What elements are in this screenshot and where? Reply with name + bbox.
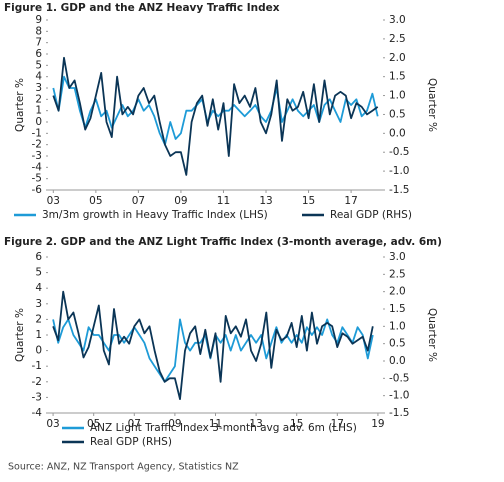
y2-tick-label: -1.5 [389,407,410,419]
y-tick-label: -5 [32,173,42,185]
y2-tick-label: 1.5 [389,71,406,83]
legend-label: 3m/3m growth in Heavy Traffic Index (LHS… [42,209,268,221]
x-tick-label: 03 [46,418,59,430]
y2-axis-label: Quarter % [426,78,438,132]
y2-tick-label: 1.0 [389,90,406,102]
y-tick-label: 4 [35,282,42,294]
y-tick-label: -6 [32,184,43,196]
y-tick-label: 7 [35,37,42,49]
y2-tick-label: 0.0 [389,355,406,367]
x-tick-label: 11 [217,195,230,207]
y-tick-label: -3 [32,391,42,403]
y2-tick-label: 2.5 [389,268,406,280]
y-tick-label: -3 [32,150,42,162]
source: Source: ANZ, NZ Transport Agency, Statis… [8,462,239,473]
y-tick-label: 6 [35,251,42,263]
y-tick-label: 6 [35,48,42,60]
x-tick-label: 07 [132,195,145,207]
y2-tick-label: 3.0 [389,14,406,26]
x-tick-label: 09 [168,418,181,430]
y2-tick-label: 3.0 [389,251,406,263]
legend-label: Real GDP (RHS) [330,209,412,221]
y2-tick-label: -1.0 [389,390,410,402]
y2-tick-label: 1.5 [389,303,406,315]
y2-tick-label: 1.0 [389,320,406,332]
y-tick-label: -4 [32,161,43,173]
y2-tick-label: 0.0 [389,127,406,139]
y-tick-label: 3 [35,82,42,94]
chart-title: Figure 1. GDP and the ANZ Heavy Traffic … [4,2,280,14]
x-tick-label: 07 [128,418,141,430]
chart-title: Figure 2. GDP and the ANZ Light Traffic … [4,236,442,248]
y2-tick-label: -1.0 [389,165,410,177]
y2-tick-label: -1.5 [389,184,410,196]
x-tick-label: 05 [89,195,102,207]
y-tick-label: 9 [35,14,42,26]
y2-tick-label: 0.5 [389,108,406,120]
x-tick-label: 17 [331,418,344,430]
x-tick-label: 17 [344,195,357,207]
x-tick-label: 13 [259,195,272,207]
x-tick-label: 03 [47,195,60,207]
y-axis-label: Quarter % [14,78,26,132]
y-tick-label: 2 [35,93,42,105]
y-tick-label: -4 [32,407,43,419]
x-tick-label: 15 [290,418,303,430]
x-tick-label: 11 [209,418,222,430]
y-tick-label: 5 [35,267,42,279]
series-line [52,290,374,400]
y-tick-label: 1 [35,105,42,117]
y-axis-label: Quarter % [14,308,26,362]
x-tick-label: 05 [87,418,100,430]
y-tick-label: -2 [32,376,42,388]
y-tick-label: 2 [35,313,42,325]
y-tick-label: -2 [32,139,42,151]
legend-label: ANZ Light Traffic Index 3-month avg adv.… [90,422,357,434]
y-tick-label: 0 [35,116,42,128]
y-tick-label: 5 [35,59,42,71]
x-tick-label: 15 [302,195,315,207]
x-tick-label: 13 [249,418,262,430]
y-tick-label: 1 [35,329,42,341]
x-tick-label: 09 [174,195,187,207]
y2-tick-label: 2.5 [389,33,406,45]
y2-tick-label: 2.0 [389,286,406,298]
y-tick-label: 8 [35,25,42,37]
y2-tick-label: -0.5 [389,372,410,384]
y2-axis-label: Quarter % [426,308,438,362]
y-tick-label: -1 [32,360,42,372]
legend-label: Real GDP (RHS) [90,436,172,448]
x-tick-label: 19 [371,418,384,430]
y-tick-label: 4 [35,71,42,83]
y2-tick-label: -0.5 [389,146,410,158]
y2-tick-label: 0.5 [389,338,406,350]
y-tick-label: -1 [32,127,42,139]
y-tick-label: 0 [35,345,42,357]
y-tick-label: 3 [35,298,42,310]
y2-tick-label: 2.0 [389,52,406,64]
series-line [52,56,379,176]
